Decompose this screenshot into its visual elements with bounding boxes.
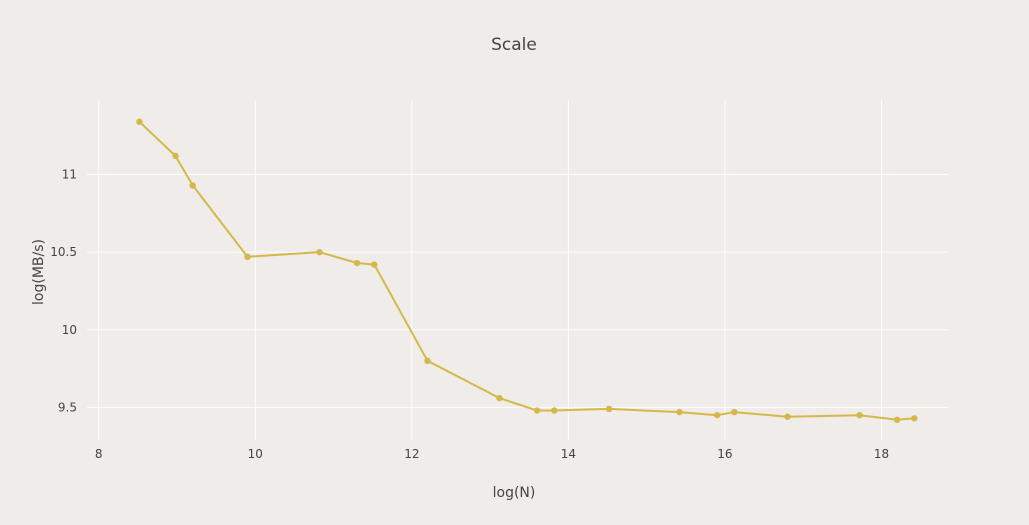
series-layer	[136, 118, 918, 424]
data-point[interactable]	[424, 357, 431, 365]
y-axis-ticks: 9.5 10 10.5 11	[50, 168, 77, 415]
x-tick-label: 16	[717, 447, 732, 461]
y-axis-title: log(MB/s)	[31, 239, 47, 305]
data-point[interactable]	[676, 408, 683, 416]
data-point[interactable]	[731, 408, 738, 416]
y-tick-label: 10.5	[50, 245, 77, 259]
data-point[interactable]	[496, 394, 503, 402]
data-point[interactable]	[911, 415, 918, 422]
data-point[interactable]	[893, 416, 901, 424]
data-point[interactable]	[353, 259, 361, 267]
y-tick-label: 11	[62, 168, 77, 182]
data-point[interactable]	[172, 152, 179, 160]
x-tick-label: 8	[95, 447, 103, 461]
y-tick-label: 10	[62, 323, 77, 337]
grid	[87, 100, 948, 440]
data-point[interactable]	[713, 411, 721, 419]
data-point[interactable]	[551, 407, 558, 414]
data-point[interactable]	[371, 261, 378, 268]
data-point[interactable]	[189, 182, 196, 189]
data-point[interactable]	[533, 407, 541, 414]
data-point[interactable]	[136, 118, 143, 125]
chart-title: Scale	[491, 35, 537, 55]
x-tick-label: 18	[874, 447, 889, 461]
data-point[interactable]	[316, 248, 323, 256]
x-axis-ticks: 8 10 12 14 16 18	[95, 447, 889, 461]
data-point[interactable]	[784, 413, 791, 420]
x-axis-title: log(N)	[493, 485, 536, 501]
y-tick-label: 9.5	[58, 400, 77, 414]
data-point[interactable]	[605, 405, 613, 413]
data-point[interactable]	[244, 253, 251, 261]
x-tick-label: 14	[561, 447, 576, 461]
x-tick-label: 10	[248, 447, 263, 461]
x-tick-label: 12	[404, 447, 419, 461]
data-point[interactable]	[856, 411, 863, 419]
